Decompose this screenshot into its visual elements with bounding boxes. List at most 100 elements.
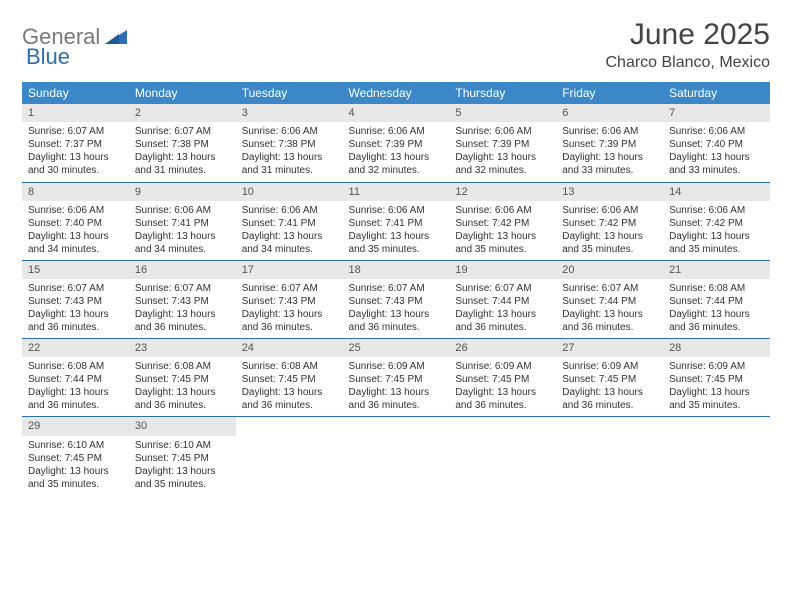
calendar-cell: 28Sunrise: 6:09 AMSunset: 7:45 PMDayligh… (663, 339, 770, 417)
daylight-text: and 36 minutes. (669, 321, 764, 334)
day-number: 13 (556, 183, 663, 201)
calendar-cell: 16Sunrise: 6:07 AMSunset: 7:43 PMDayligh… (129, 260, 236, 338)
calendar-cell: 27Sunrise: 6:09 AMSunset: 7:45 PMDayligh… (556, 339, 663, 417)
daylight-text: and 31 minutes. (135, 164, 230, 177)
weekday-header: Monday (129, 82, 236, 104)
daylight-text: Daylight: 13 hours (349, 230, 444, 243)
daylight-text: Daylight: 13 hours (135, 465, 230, 478)
daylight-text: Daylight: 13 hours (135, 308, 230, 321)
sunset-text: Sunset: 7:43 PM (28, 295, 123, 308)
day-number: 28 (663, 339, 770, 357)
daylight-text: and 32 minutes. (349, 164, 444, 177)
sunset-text: Sunset: 7:45 PM (28, 452, 123, 465)
sunset-text: Sunset: 7:38 PM (135, 138, 230, 151)
daylight-text: Daylight: 13 hours (242, 151, 337, 164)
daylight-text: Daylight: 13 hours (28, 230, 123, 243)
sunrise-text: Sunrise: 6:06 AM (669, 204, 764, 217)
calendar-cell: 9Sunrise: 6:06 AMSunset: 7:41 PMDaylight… (129, 182, 236, 260)
calendar-cell: 17Sunrise: 6:07 AMSunset: 7:43 PMDayligh… (236, 260, 343, 338)
daylight-text: Daylight: 13 hours (562, 308, 657, 321)
day-number: 3 (236, 104, 343, 122)
day-number: 8 (22, 183, 129, 201)
sunset-text: Sunset: 7:43 PM (349, 295, 444, 308)
daylight-text: and 35 minutes. (135, 478, 230, 491)
calendar-cell: 15Sunrise: 6:07 AMSunset: 7:43 PMDayligh… (22, 260, 129, 338)
weekday-header: Sunday (22, 82, 129, 104)
sunrise-text: Sunrise: 6:08 AM (28, 360, 123, 373)
sunrise-text: Sunrise: 6:09 AM (562, 360, 657, 373)
sunrise-text: Sunrise: 6:10 AM (135, 439, 230, 452)
daylight-text: Daylight: 13 hours (669, 151, 764, 164)
daylight-text: Daylight: 13 hours (562, 386, 657, 399)
daylight-text: Daylight: 13 hours (669, 308, 764, 321)
sunrise-text: Sunrise: 6:06 AM (242, 204, 337, 217)
day-number: 7 (663, 104, 770, 122)
calendar-row: 15Sunrise: 6:07 AMSunset: 7:43 PMDayligh… (22, 260, 770, 338)
calendar-row: 22Sunrise: 6:08 AMSunset: 7:44 PMDayligh… (22, 339, 770, 417)
sunrise-text: Sunrise: 6:09 AM (455, 360, 550, 373)
sunset-text: Sunset: 7:40 PM (28, 217, 123, 230)
sunrise-text: Sunrise: 6:06 AM (28, 204, 123, 217)
sunrise-text: Sunrise: 6:06 AM (562, 204, 657, 217)
day-number: 5 (449, 104, 556, 122)
day-number: 22 (22, 339, 129, 357)
daylight-text: Daylight: 13 hours (455, 230, 550, 243)
daylight-text: and 35 minutes. (28, 478, 123, 491)
daylight-text: Daylight: 13 hours (349, 308, 444, 321)
calendar-cell: 21Sunrise: 6:08 AMSunset: 7:44 PMDayligh… (663, 260, 770, 338)
daylight-text: and 36 minutes. (562, 321, 657, 334)
calendar-cell: 26Sunrise: 6:09 AMSunset: 7:45 PMDayligh… (449, 339, 556, 417)
sunset-text: Sunset: 7:41 PM (242, 217, 337, 230)
sunset-text: Sunset: 7:42 PM (669, 217, 764, 230)
calendar-cell: 3Sunrise: 6:06 AMSunset: 7:38 PMDaylight… (236, 104, 343, 182)
logo-mark-icon (105, 26, 127, 49)
day-number: 4 (343, 104, 450, 122)
location: Charco Blanco, Mexico (605, 54, 770, 72)
daylight-text: Daylight: 13 hours (455, 151, 550, 164)
sunset-text: Sunset: 7:40 PM (669, 138, 764, 151)
sunrise-text: Sunrise: 6:07 AM (562, 282, 657, 295)
day-number: 29 (22, 417, 129, 435)
daylight-text: and 36 minutes. (455, 399, 550, 412)
sunrise-text: Sunrise: 6:07 AM (349, 282, 444, 295)
daylight-text: Daylight: 13 hours (135, 230, 230, 243)
sunset-text: Sunset: 7:43 PM (135, 295, 230, 308)
daylight-text: Daylight: 13 hours (242, 308, 337, 321)
calendar-cell: 6Sunrise: 6:06 AMSunset: 7:39 PMDaylight… (556, 104, 663, 182)
daylight-text: and 35 minutes. (669, 243, 764, 256)
sunset-text: Sunset: 7:39 PM (455, 138, 550, 151)
sunrise-text: Sunrise: 6:07 AM (242, 282, 337, 295)
calendar-cell: 10Sunrise: 6:06 AMSunset: 7:41 PMDayligh… (236, 182, 343, 260)
sunrise-text: Sunrise: 6:08 AM (135, 360, 230, 373)
sunrise-text: Sunrise: 6:06 AM (562, 125, 657, 138)
daylight-text: and 36 minutes. (28, 321, 123, 334)
sunset-text: Sunset: 7:45 PM (455, 373, 550, 386)
weekday-header: Thursday (449, 82, 556, 104)
calendar-cell: 7Sunrise: 6:06 AMSunset: 7:40 PMDaylight… (663, 104, 770, 182)
calendar-cell (343, 417, 450, 495)
sunset-text: Sunset: 7:39 PM (562, 138, 657, 151)
sunset-text: Sunset: 7:41 PM (349, 217, 444, 230)
daylight-text: Daylight: 13 hours (349, 386, 444, 399)
calendar-cell: 1Sunrise: 6:07 AMSunset: 7:37 PMDaylight… (22, 104, 129, 182)
day-number: 2 (129, 104, 236, 122)
daylight-text: and 35 minutes. (349, 243, 444, 256)
calendar-cell: 13Sunrise: 6:06 AMSunset: 7:42 PMDayligh… (556, 182, 663, 260)
daylight-text: Daylight: 13 hours (28, 465, 123, 478)
sunset-text: Sunset: 7:37 PM (28, 138, 123, 151)
daylight-text: and 32 minutes. (455, 164, 550, 177)
sunrise-text: Sunrise: 6:06 AM (135, 204, 230, 217)
sunset-text: Sunset: 7:45 PM (242, 373, 337, 386)
daylight-text: and 36 minutes. (349, 321, 444, 334)
sunrise-text: Sunrise: 6:06 AM (349, 125, 444, 138)
calendar-cell: 25Sunrise: 6:09 AMSunset: 7:45 PMDayligh… (343, 339, 450, 417)
sunrise-text: Sunrise: 6:10 AM (28, 439, 123, 452)
calendar-cell: 23Sunrise: 6:08 AMSunset: 7:45 PMDayligh… (129, 339, 236, 417)
weekday-header-row: Sunday Monday Tuesday Wednesday Thursday… (22, 82, 770, 104)
day-number: 24 (236, 339, 343, 357)
calendar-cell: 8 Sunrise: 6:06 AMSunset: 7:40 PMDaylight… (22, 182, 129, 260)
sunset-text: Sunset: 7:45 PM (349, 373, 444, 386)
sunset-text: Sunset: 7:44 PM (28, 373, 123, 386)
day-number: 21 (663, 261, 770, 279)
daylight-text: Daylight: 13 hours (242, 230, 337, 243)
